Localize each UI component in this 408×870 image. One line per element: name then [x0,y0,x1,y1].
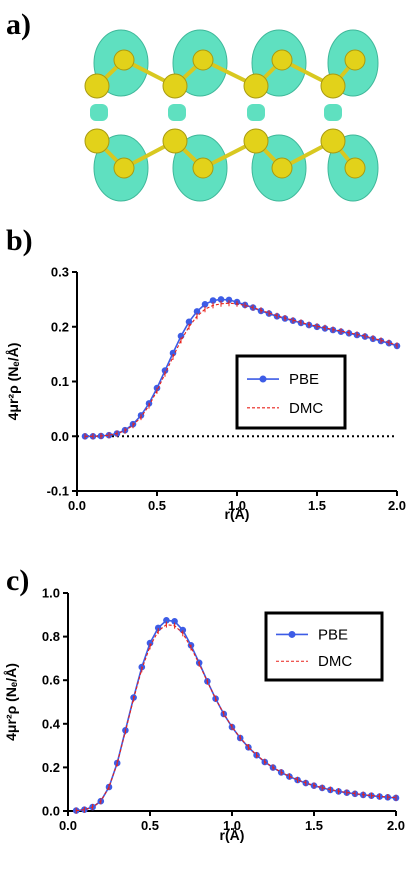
series-line-dmc [76,624,397,812]
y-tick-label: 0.0 [42,804,60,819]
legend-box [264,611,384,682]
x-axis-title: r(Å) [220,827,245,843]
data-point-pbe [161,367,169,374]
series-line-pbe [85,298,398,438]
y-tick-label: 0.3 [51,265,69,280]
legend-label-dmc: DMC [318,653,352,670]
legend-label-dmc: DMC [289,400,323,417]
data-point-pbe [193,308,201,315]
x-axis-title: r(Å) [225,506,250,522]
x-tick-label: 0.0 [59,818,77,833]
y-tick-label: 0.2 [42,760,60,775]
data-point-pbe [179,626,187,634]
data-point-pbe [201,301,209,308]
y-tick-label: -0.1 [47,484,69,499]
data-point-pbe [185,318,193,326]
data-point-pbe [225,296,233,304]
panel-a-label: a) [6,8,31,41]
y-tick-label: 0.0 [51,429,69,444]
x-tick-label: 1.0 [223,818,241,833]
molecular-structure-image [84,29,379,202]
panel-c-label: c) [6,564,29,597]
chart-b: 0.0 0.5 1.0 1.5 2.0-0.10.00.10.20.3r(Å)4μr²ρ… [5,265,406,523]
atoms [84,49,366,179]
x-tick-label: 2.0 [387,818,405,833]
data-point-pbe [163,617,170,624]
data-point-pbe [209,297,217,304]
legend-marker-pbe [259,375,267,383]
y-tick-label: 0.8 [42,629,60,644]
chart-c: 0.0 0.5 1.0 1.5 2.00.00.20.40.60.81.0r(Å)4μr… [3,586,405,844]
data-point-pbe [154,624,162,632]
x-tick-label: 1.5 [308,498,326,513]
legend-label-pbe: PBE [318,626,348,643]
panel-b-label: b) [6,224,33,257]
y-tick-label: 1.0 [42,586,60,601]
x-tick-label: 0.0 [68,498,86,513]
data-point-pbe [217,296,225,303]
y-tick-label: 0.4 [42,716,61,731]
x-tick-label: 2.0 [388,498,406,513]
y-axis-title: 4μr²ρ (Nₑ/Å) [3,663,19,741]
data-point-pbe [171,618,178,625]
series-line-dmc [85,302,398,437]
data-point-pbe [146,639,154,647]
legend-box [235,354,347,430]
legend-marker-pbe [288,630,296,638]
legend-label-pbe: PBE [289,371,319,388]
x-tick-label: 0.5 [148,498,166,513]
y-tick-label: 0.1 [51,374,69,389]
x-tick-label: 1.0 [228,498,246,513]
x-tick-label: 1.5 [305,818,323,833]
y-axis-title: 4μr²ρ (Nₑ/Å) [5,343,21,421]
x-tick-label: 0.5 [141,818,159,833]
y-tick-label: 0.2 [51,319,69,334]
isosurface-blobs-middle [90,104,342,121]
y-tick-label: 0.6 [42,673,60,688]
